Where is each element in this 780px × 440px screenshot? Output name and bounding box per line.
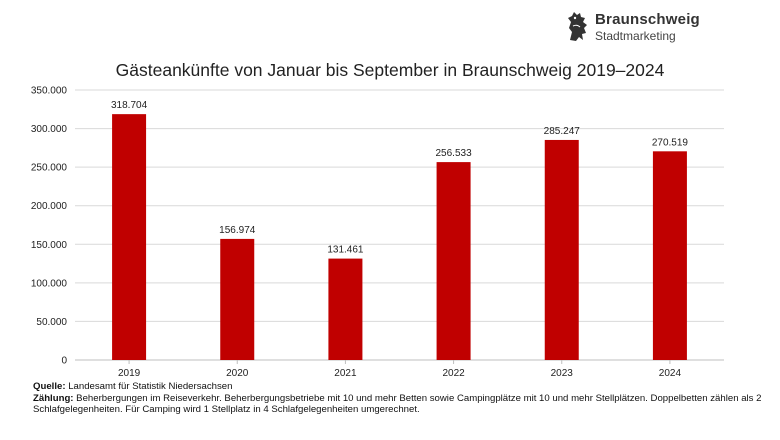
bar-2023: [544, 139, 579, 360]
chart-title: Gästeankünfte von Januar bis September i…: [115, 60, 665, 80]
y-tick-label: 50.000: [36, 317, 67, 328]
y-tick-label: 150.000: [31, 240, 68, 251]
brand-logo: Braunschweig Stadtmarketing: [566, 8, 726, 48]
y-tick-label: 250.000: [31, 163, 68, 174]
count-text: Beherbergungen im Reiseverkehr. Beherber…: [33, 392, 762, 416]
data-label: 285.247: [544, 126, 581, 137]
bars: [112, 114, 687, 360]
count-note: Zählung: Beherbergungen im Reiseverkehr.…: [33, 393, 768, 416]
y-tick-label: 350.000: [31, 86, 68, 97]
x-axis-ticks: 2019 2020 2021 2022 2023 2024: [118, 360, 682, 379]
source-note: Quelle: Landesamt für Statistik Niedersa…: [33, 381, 768, 393]
data-label: 256.533: [436, 148, 473, 159]
bar-2024: [652, 151, 687, 360]
source-label: Quelle:: [33, 381, 66, 392]
x-tick-label: 2019: [118, 368, 141, 379]
brand-subtitle: Stadtmarketing: [595, 29, 676, 43]
bar-2020: [220, 238, 255, 360]
bar-2022: [436, 162, 471, 360]
lion-emblem-icon: [568, 12, 587, 41]
y-tick-label: 300.000: [31, 124, 68, 135]
x-tick-label: 2020: [226, 368, 249, 379]
y-tick-label: 0: [61, 356, 67, 367]
grid-lines: [75, 89, 724, 361]
count-label: Zählung:: [33, 392, 74, 404]
value-labels: 318.704 156.974 131.461 256.533 285.247 270.5…: [111, 100, 688, 255]
source-text: Landesamt für Statistik Niedersachsen: [65, 381, 233, 392]
bar-2021: [328, 258, 363, 360]
x-tick-label: 2023: [551, 368, 574, 379]
y-axis-ticks: 0 50.000 100.000 150.000 200.000 250.000 300.0…: [31, 86, 68, 367]
data-label: 270.519: [652, 137, 689, 148]
y-tick-label: 100.000: [31, 278, 68, 289]
data-label: 131.461: [327, 245, 364, 256]
bar-chart: 0 50.000 100.000 150.000 200.000 250.000 300.0…: [31, 86, 724, 379]
x-tick-label: 2021: [334, 368, 357, 379]
y-tick-label: 200.000: [31, 201, 68, 212]
footnote: Quelle: Landesamt für Statistik Niedersa…: [33, 381, 768, 416]
x-tick-label: 2024: [659, 368, 682, 379]
bar-2019: [112, 114, 147, 360]
brand-name: Braunschweig: [595, 11, 700, 28]
data-label: 318.704: [111, 100, 148, 111]
data-label: 156.974: [219, 225, 256, 236]
x-tick-label: 2022: [442, 368, 465, 379]
